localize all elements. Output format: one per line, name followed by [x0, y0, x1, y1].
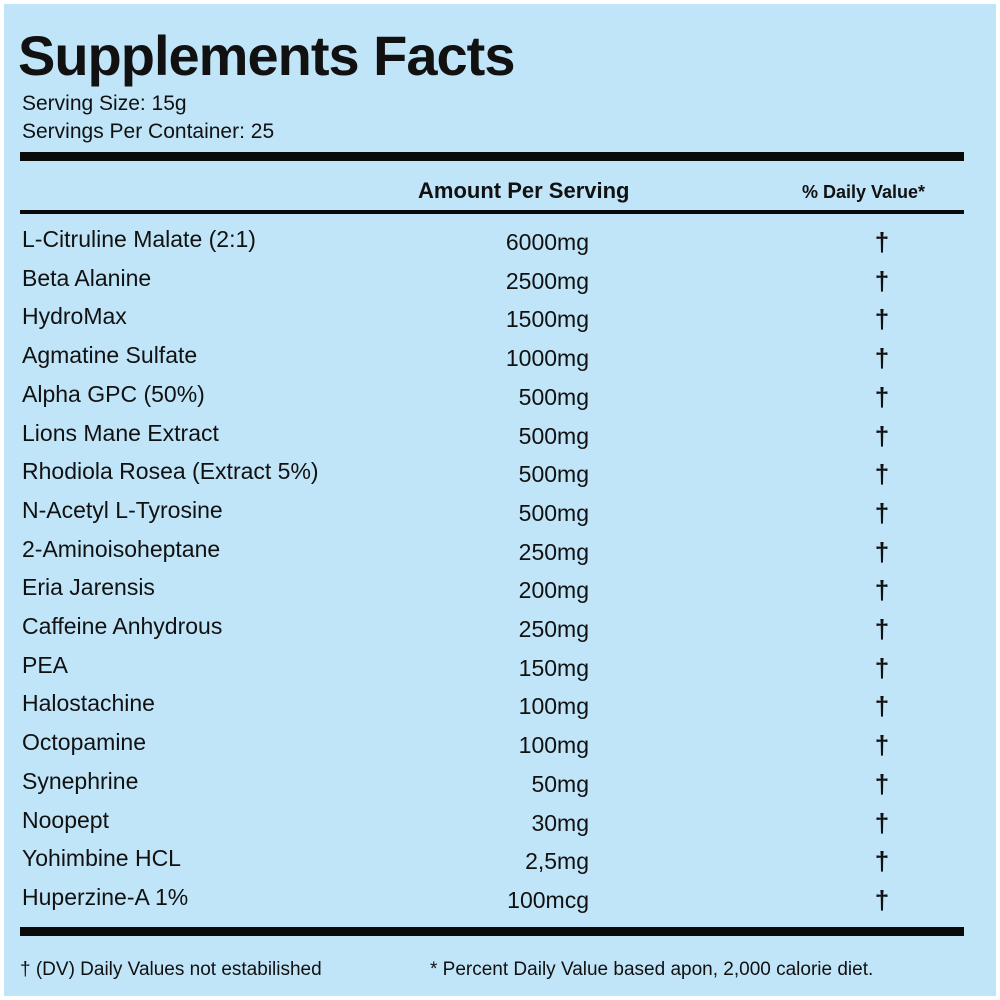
ingredient-amount: 100mcg: [507, 886, 589, 913]
ingredient-name: Rhodiola Rosea (Extract 5%): [22, 458, 319, 485]
divider-thick: [20, 152, 964, 161]
daily-value: †: [874, 652, 890, 683]
ingredient-name: Alpha GPC (50%): [22, 380, 205, 407]
daily-value: †: [874, 536, 890, 567]
ingredient-amount: 100mg: [518, 693, 589, 720]
title: Supplements Facts: [18, 24, 515, 87]
daily-value: †: [874, 575, 890, 606]
daily-value: †: [874, 459, 890, 490]
ingredient-name: L-Citruline Malate (2:1): [22, 226, 256, 252]
ingredient-amount: 50mg: [531, 770, 589, 797]
ingredient-name: Yohimbine HCL: [22, 845, 181, 872]
daily-value: †: [874, 768, 890, 799]
daily-value: †: [874, 265, 890, 296]
column-header: % Daily Value*: [802, 182, 926, 202]
daily-value: †: [874, 614, 890, 644]
ingredient-name: Eria Jarensis: [22, 574, 155, 601]
ingredient-name: Synephrine: [22, 767, 139, 794]
ingredient-amount: 500mg: [518, 461, 589, 488]
servings-per-container: Servings Per Container: 25: [22, 120, 275, 143]
ingredient-name: 2-Aminoisoheptane: [22, 535, 221, 562]
divider: [20, 210, 964, 214]
ingredient-amount: 100mg: [518, 732, 589, 759]
ingredient-name: Noopept: [22, 806, 109, 833]
daily-value: †: [874, 846, 890, 877]
footnote: † (DV) Daily Values not estabilished: [20, 959, 322, 980]
serving-size: Serving Size: 15g: [22, 92, 187, 115]
ingredient-name: Halostachine: [22, 690, 155, 717]
footnote: * Percent Daily Value based apon, 2,000 …: [430, 959, 874, 980]
supplement-facts-panel: Supplements Facts Serving Size: 15g Serv…: [4, 4, 996, 996]
daily-value: †: [874, 381, 890, 412]
ingredient-amount: 500mg: [518, 422, 589, 449]
ingredient-name: Caffeine Anhydrous: [22, 613, 223, 639]
ingredient-amount: 1500mg: [505, 306, 589, 333]
ingredient-amount: 6000mg: [505, 229, 589, 255]
daily-value: †: [874, 420, 890, 451]
ingredient-name: Beta Alanine: [22, 264, 152, 291]
ingredient-amount: 2500mg: [505, 267, 589, 294]
daily-value: †: [874, 304, 890, 335]
column-header: Amount Per Serving: [418, 178, 630, 203]
daily-value: †: [874, 730, 890, 761]
ingredient-amount: 200mg: [518, 577, 589, 604]
daily-value: †: [874, 497, 890, 528]
ingredient-amount: 150mg: [518, 654, 589, 681]
ingredient-name: Huperzine-A 1%: [22, 883, 189, 910]
ingredient-amount: 30mg: [531, 809, 589, 836]
ingredient-name: PEA: [22, 651, 69, 678]
daily-value: †: [874, 343, 890, 374]
ingredient-name: Lions Mane Extract: [22, 419, 219, 446]
daily-value: †: [874, 691, 890, 722]
daily-value: †: [874, 807, 890, 838]
daily-value: †: [874, 227, 890, 257]
ingredient-name: Agmatine Sulfate: [22, 342, 198, 369]
daily-value: †: [874, 884, 890, 915]
ingredient-amount: 1000mg: [505, 345, 589, 372]
ingredient-amount: 2,5mg: [525, 848, 589, 875]
ingredient-amount: 500mg: [518, 499, 589, 526]
ingredient-amount: 500mg: [518, 383, 589, 410]
ingredient-amount: 250mg: [518, 538, 589, 565]
ingredient-name: HydroMax: [22, 303, 127, 330]
ingredient-name: N-Acetyl L-Tyrosine: [22, 496, 223, 523]
ingredient-name: Octopamine: [22, 729, 147, 756]
ingredient-amount: 250mg: [518, 616, 589, 642]
divider-thick: [20, 927, 964, 936]
